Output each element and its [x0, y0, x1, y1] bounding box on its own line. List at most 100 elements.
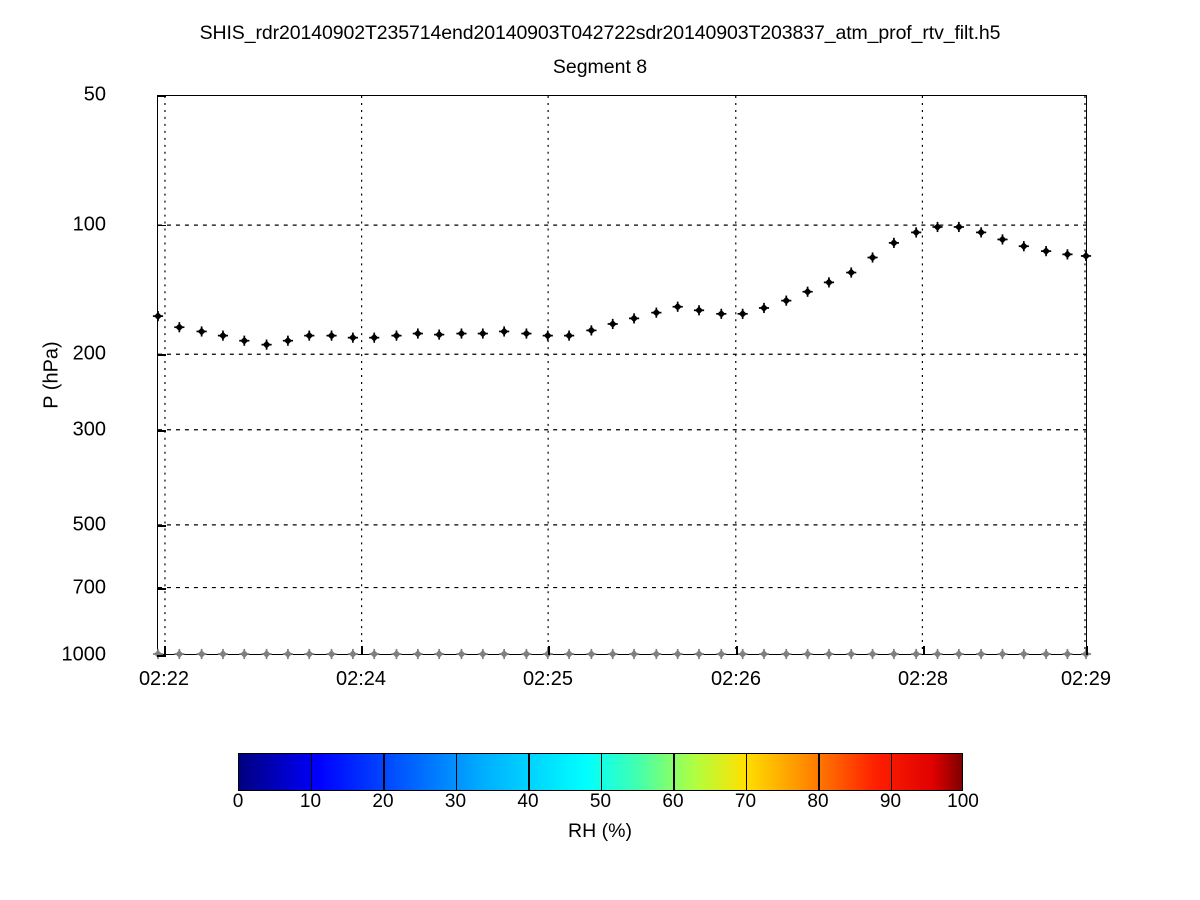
y-tick-mark [157, 655, 166, 657]
data-point [239, 335, 250, 346]
data-point [1062, 648, 1073, 660]
y-tick-mark [157, 525, 166, 528]
y-axis-title: P (hPa) [40, 341, 63, 409]
data-point [651, 307, 662, 318]
data-point [304, 648, 315, 660]
y-tick-mark [157, 224, 166, 227]
data-point [217, 330, 229, 341]
x-tick-mark [923, 646, 925, 655]
data-point [239, 648, 250, 660]
data-point [477, 648, 488, 660]
series-surface-pressure [152, 648, 1092, 660]
data-point [282, 648, 294, 660]
x-tick-mark [361, 646, 363, 655]
data-point [867, 252, 878, 263]
colorbar-separator [890, 754, 893, 790]
colorbar-tick-label: 100 [947, 791, 979, 812]
data-point [521, 648, 532, 660]
data-point [802, 286, 813, 297]
data-point [456, 328, 467, 339]
colorbar [238, 753, 963, 791]
data-layer [152, 221, 1092, 660]
data-point [846, 648, 857, 660]
y-tick-mark [157, 588, 166, 590]
figure-title: SHIS_rdr20140902T235714end20140903T04272… [199, 22, 1001, 44]
data-point [651, 648, 662, 660]
data-point [1018, 648, 1029, 660]
figure-subtitle: Segment 8 [552, 56, 648, 78]
data-point [391, 648, 402, 660]
data-point [499, 648, 510, 660]
colorbar-tick-label: 60 [662, 791, 684, 812]
data-point [672, 648, 683, 660]
data-point [261, 648, 272, 660]
data-point [976, 648, 987, 660]
series-tropopause-pressure [152, 221, 1092, 350]
colorbar-bar [238, 753, 963, 791]
data-point [564, 648, 575, 660]
data-point [282, 335, 294, 346]
colorbar-separator [673, 754, 675, 790]
data-point [196, 648, 207, 660]
x-tick-label: 02:26 [710, 668, 762, 690]
data-point [932, 648, 943, 660]
x-tick-mark [547, 646, 550, 655]
data-point [412, 648, 423, 660]
data-point [758, 302, 770, 314]
data-point [888, 237, 899, 248]
data-point [434, 329, 445, 340]
data-point [607, 318, 618, 330]
data-point [434, 648, 445, 660]
data-point [628, 313, 640, 324]
data-point [369, 648, 380, 660]
data-point [781, 648, 792, 660]
data-point [953, 648, 964, 660]
data-point [456, 648, 467, 660]
data-point [693, 305, 705, 316]
y-tick-mark [157, 354, 166, 356]
data-point [412, 328, 423, 339]
data-point [737, 308, 748, 319]
data-point [586, 648, 597, 660]
data-point [997, 648, 1008, 660]
y-tick-label: 100 [72, 213, 106, 236]
colorbar-tick-label: 0 [232, 791, 244, 812]
colorbar-tick-label: 10 [299, 791, 322, 812]
data-point [499, 326, 510, 337]
colorbar-tick-label: 30 [444, 791, 467, 812]
colorbar-separator [745, 754, 748, 790]
data-point [693, 648, 705, 660]
data-point [823, 277, 835, 288]
colorbar-tick-label: 80 [807, 791, 829, 812]
data-point [976, 227, 987, 238]
colorbar-title: RH (%) [568, 820, 632, 842]
data-point [888, 648, 899, 660]
data-point [802, 648, 813, 660]
x-tick-label: 02:25 [522, 668, 573, 690]
data-point [823, 648, 835, 660]
data-point [152, 648, 164, 660]
plot-area [152, 95, 1092, 660]
x-tick-mark [163, 646, 166, 655]
y-tick-mark [157, 429, 166, 432]
colorbar-gradient [239, 754, 962, 790]
data-point [586, 325, 597, 336]
colorbar-tick-label: 40 [517, 791, 539, 812]
data-point [174, 322, 185, 333]
data-point [369, 332, 380, 343]
colorbar-separator [310, 754, 313, 790]
data-point [152, 311, 164, 322]
x-tick-label: 02:24 [336, 668, 387, 690]
colorbar-tick-label: 70 [734, 791, 757, 812]
data-point [347, 648, 358, 660]
x-tick-mark [736, 646, 738, 655]
x-tick-label: 02:22 [138, 668, 189, 690]
y-tick-label: 500 [72, 513, 106, 536]
y-tick-label: 1000 [61, 643, 107, 666]
data-point [261, 339, 272, 350]
data-point [867, 648, 878, 660]
data-point [1018, 241, 1029, 252]
data-point [781, 295, 792, 306]
data-point [477, 328, 488, 339]
data-point [846, 267, 857, 278]
